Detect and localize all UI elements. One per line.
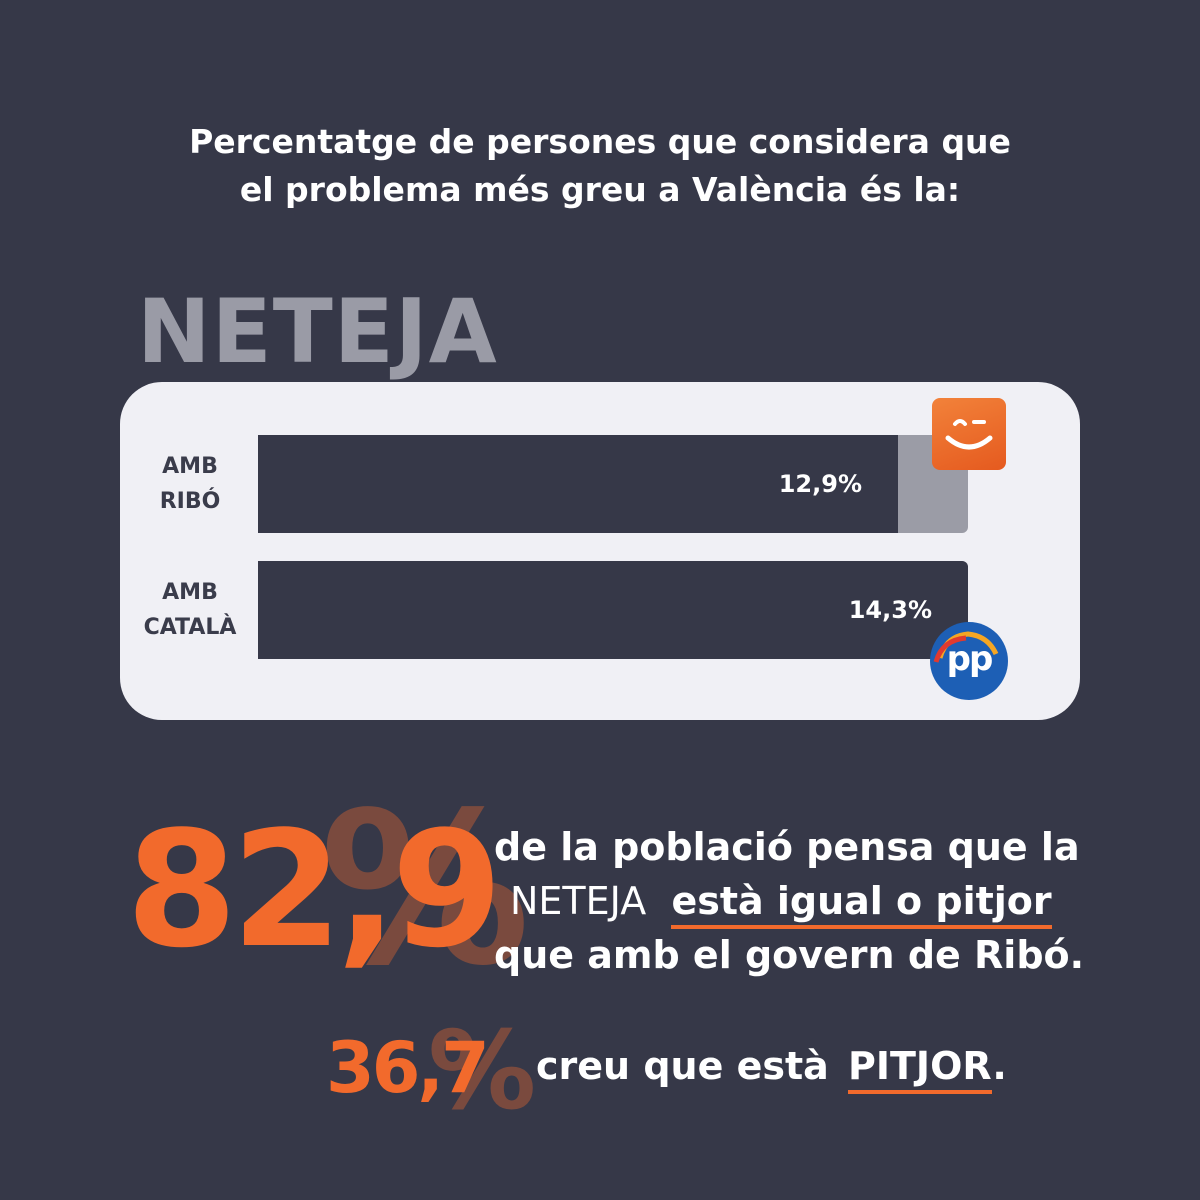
bar-category-label-line: CATALÀ	[143, 615, 237, 640]
statement-1-keyword: NETEJA	[510, 879, 647, 923]
pp-arc-red	[933, 635, 967, 663]
pp-logo-icon: pp	[930, 622, 1008, 700]
bar	[258, 561, 968, 659]
statement-1-line-3: que amb el govern de Ribó.	[494, 933, 1085, 977]
small-number: 36,7	[326, 1027, 490, 1109]
bar-category-label: AMB CATALÀ	[120, 575, 260, 645]
pp-logo-text: pp	[946, 639, 994, 679]
bar-category-label-line: AMB	[162, 580, 218, 605]
big-percent-sign: %	[320, 767, 531, 1012]
bar-category-label-line: AMB	[162, 454, 218, 479]
pp-logo-svg	[933, 631, 999, 663]
chart-panel: AMB RIBÓ 12,9% AMB CATALÀ 14,3% pp	[120, 382, 1080, 720]
headline: Percentatge de persones que considera qu…	[0, 118, 1200, 214]
bar	[258, 435, 898, 533]
bar-track: 14,3%	[258, 561, 968, 659]
smile-mouth	[945, 435, 993, 450]
small-percent-sign: %	[428, 1009, 537, 1134]
statement-2-period: .	[992, 1044, 1007, 1088]
headline-line-2: el problema més greu a València és la:	[239, 170, 961, 209]
bar-value-label: 12,9%	[778, 470, 862, 498]
statement-1-line-1: de la població pensa que la	[494, 825, 1080, 869]
bar-category-label: AMB RIBÓ	[120, 449, 260, 519]
smile-logo-icon	[932, 398, 1006, 470]
bar-category-label-line: RIBÓ	[159, 489, 221, 514]
statement-2-highlight: PITJOR	[848, 1044, 993, 1094]
statement-1: de la població pensa que la NETEJA està …	[494, 820, 1094, 982]
smile-logo-svg	[945, 419, 993, 450]
bar-track: 12,9%	[258, 435, 968, 533]
headline-line-1: Percentatge de persones que considera qu…	[189, 122, 1011, 161]
bar-value-label: 14,3%	[848, 596, 932, 624]
statement-1-line-2: NETEJA està igual o pitjor	[494, 874, 1094, 929]
category-title: NETEJA	[137, 280, 498, 383]
big-number: 82,9	[126, 796, 503, 983]
statement-2: creu que està PITJOR.	[536, 1038, 1007, 1094]
statement-2-text: creu que està	[536, 1044, 829, 1088]
smile-eye-left	[953, 419, 967, 426]
statement-1-highlight: està igual o pitjor	[671, 879, 1052, 929]
